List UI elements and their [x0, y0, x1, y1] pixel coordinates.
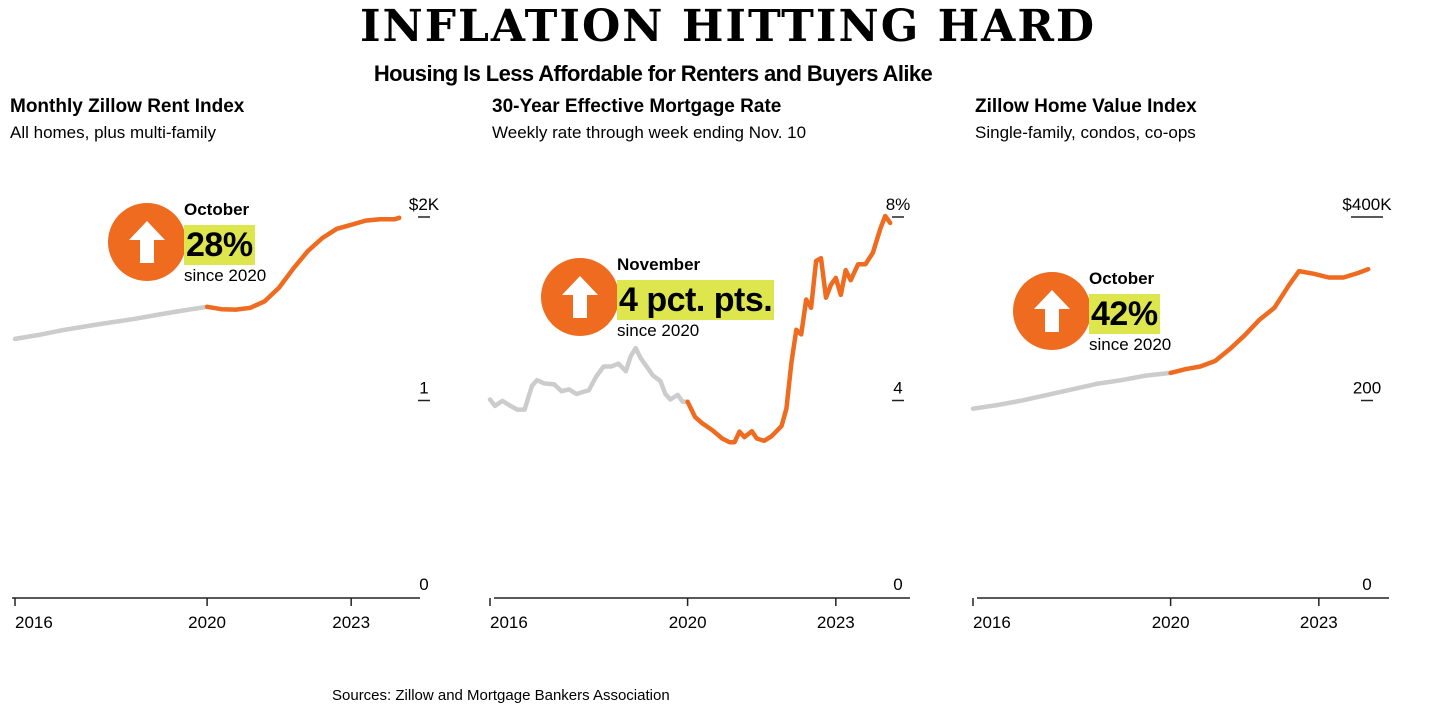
y-tick-label: 4 — [893, 379, 902, 398]
series-line-since-2020 — [685, 213, 893, 445]
y-tick-label: 8% — [886, 195, 911, 214]
x-tick-label: 2023 — [817, 613, 855, 632]
x-tick-label: 2016 — [15, 613, 53, 632]
y-tick-label: 1 — [419, 379, 428, 398]
x-tick-label: 2020 — [1152, 613, 1190, 632]
x-tick-label: 2023 — [1300, 613, 1338, 632]
callout-since: since 2020 — [184, 266, 267, 285]
panel-subtitle: Single-family, condos, co-ops — [975, 123, 1196, 142]
home-value-chart: 2016 2020 2023 0 200 $400K — [970, 195, 1392, 632]
callout-since: since 2020 — [1089, 335, 1172, 354]
headline: Housing Is Less Affordable for Renters a… — [373, 61, 933, 86]
callout-value: 42% — [1089, 294, 1160, 334]
y-tick-label: 0 — [419, 575, 428, 594]
x-tick-label: 2020 — [669, 613, 707, 632]
mortgage-rate-panel: 30-Year Effective Mortgage Rate Weekly r… — [487, 92, 932, 652]
source-note: Sources: Zillow and Mortgage Bankers Ass… — [332, 687, 670, 704]
arrow-up-icon — [1013, 272, 1091, 350]
panel-title: Zillow Home Value Index — [975, 96, 1197, 117]
series-line-before-2020 — [12, 304, 210, 342]
series-line-before-2020 — [487, 345, 690, 412]
rent-index-chart: 2016 2020 2023 0 1 $2K — [12, 195, 440, 632]
banner-title: INFLATION HITTING HARD — [359, 1, 1097, 52]
x-tick-label: 2023 — [332, 613, 370, 632]
panel-subtitle: Weekly rate through week ending Nov. 10 — [492, 123, 807, 142]
home-value-panel: Zillow Home Value Index Single-family, c… — [970, 92, 1415, 652]
arrow-up-icon — [108, 203, 186, 281]
panel-subtitle: All homes, plus multi-family — [10, 123, 216, 142]
callout-value: 28% — [184, 225, 255, 265]
series-line-before-2020 — [970, 370, 1173, 411]
panel-title: 30-Year Effective Mortgage Rate — [492, 96, 782, 117]
callout-month: October — [1089, 269, 1155, 288]
x-tick-label: 2016 — [973, 613, 1011, 632]
callout-month: November — [617, 255, 701, 274]
x-tick-label: 2016 — [490, 613, 528, 632]
y-tick-label: $400K — [1342, 195, 1392, 214]
panel-title: Monthly Zillow Rent Index — [10, 96, 245, 117]
y-tick-label: 0 — [893, 575, 902, 594]
callout-since: since 2020 — [617, 321, 700, 340]
x-tick-label: 2020 — [188, 613, 226, 632]
series-line-since-2020 — [204, 215, 402, 312]
callout-month: October — [184, 200, 250, 219]
y-tick-label: 0 — [1362, 575, 1371, 594]
y-tick-label: $2K — [409, 195, 440, 214]
rent-index-panel: Monthly Zillow Rent Index All homes, plu… — [10, 92, 450, 652]
series-line-since-2020 — [1168, 266, 1371, 376]
callout-value: 4 pct. pts. — [617, 280, 775, 320]
arrow-up-icon — [541, 258, 619, 336]
mortgage-rate-chart: 2016 2020 2023 0 4 8% — [487, 195, 911, 632]
y-tick-label: 200 — [1353, 379, 1381, 398]
